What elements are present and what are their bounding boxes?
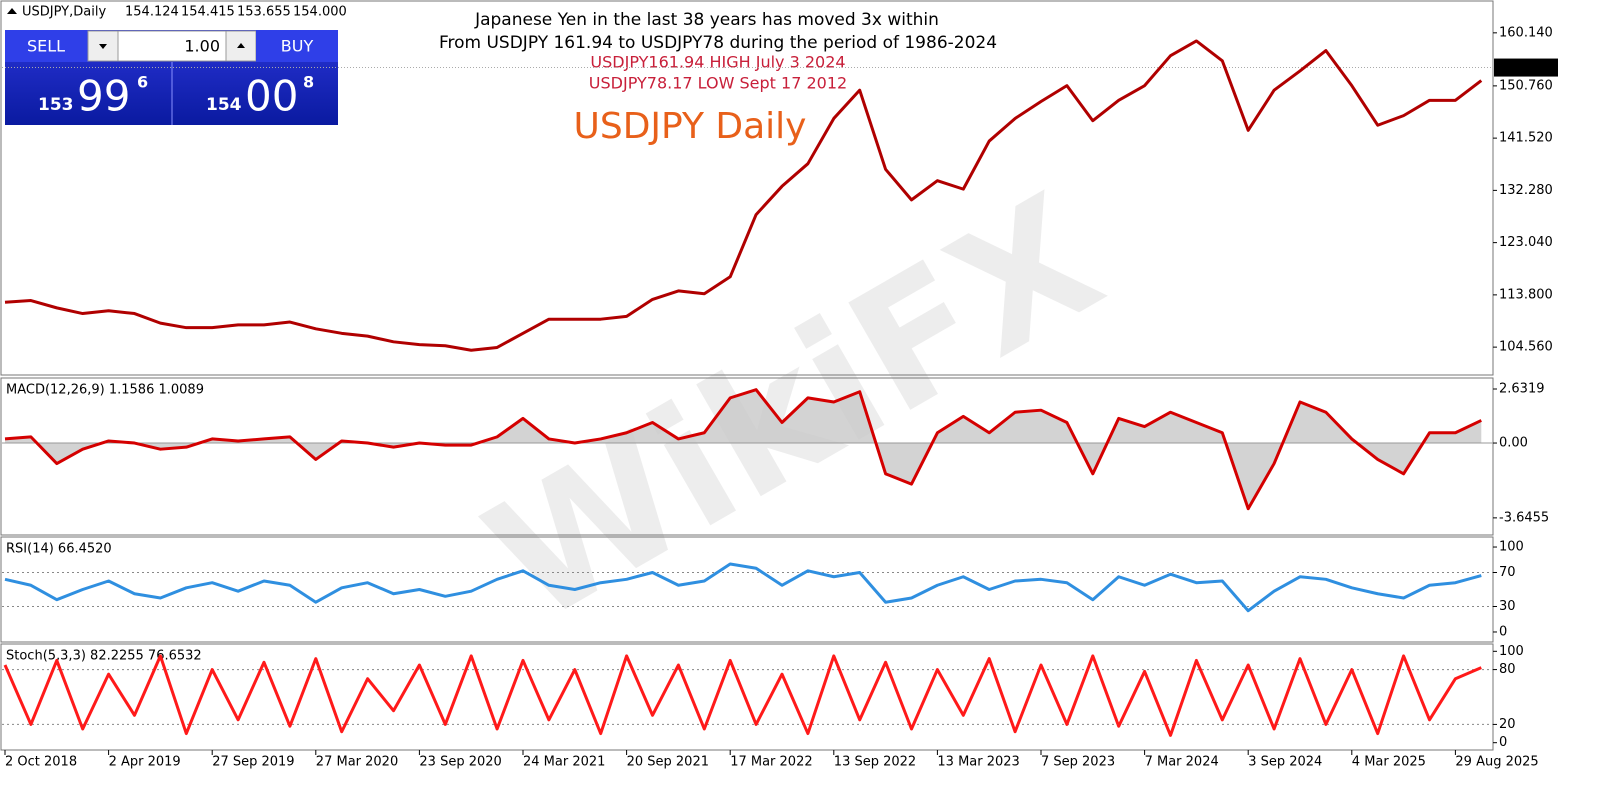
annotation-big: USDJPY Daily (574, 106, 807, 147)
y-tick-label: 0 (1499, 624, 1507, 639)
frame (0, 0, 1494, 376)
symbol: USDJPY,Daily (22, 5, 106, 20)
sell-label: SELL (27, 37, 65, 56)
x-tick-label: 29 Aug 2025 (1455, 755, 1538, 770)
frame (0, 643, 1494, 751)
y-tick-label: 80 (1499, 662, 1516, 677)
x-tick-label: 7 Sep 2023 (1041, 755, 1115, 770)
y-tick-label: 20 (1499, 717, 1516, 732)
y-tick-label: -3.6455 (1499, 510, 1549, 525)
bid-pips: 99 (77, 72, 130, 121)
ask-pips: 00 (245, 72, 298, 121)
x-tick-label: 17 Mar 2022 (730, 755, 812, 770)
sell-button[interactable] (5, 30, 88, 62)
bid-big: 153 (38, 95, 74, 115)
y-tick-label: 113.800 (1499, 287, 1553, 302)
high: 154.415 (181, 5, 235, 20)
y-tick-label: 141.520 (1499, 131, 1553, 146)
y-tick-label: 123.040 (1499, 235, 1553, 250)
annotation: USDJPY161.94 HIGH July 3 2024 (590, 53, 845, 72)
y-tick-label: 100 (1499, 540, 1524, 555)
low: 153.655 (237, 5, 291, 20)
y-tick-label: 0.00 (1499, 436, 1528, 451)
x-tick-label: 20 Sep 2021 (627, 755, 709, 770)
lot-input[interactable] (117, 30, 227, 62)
x-tick-label: 24 Mar 2021 (523, 755, 605, 770)
x-tick-label: 7 Mar 2024 (1145, 755, 1219, 770)
annotation: From USDJPY 161.94 to USDJPY78 during th… (439, 33, 997, 53)
bid-fraction: 6 (137, 73, 148, 92)
series-line (4, 562, 1482, 613)
annotations: Japanese Yen in the last 38 years has mo… (439, 10, 997, 147)
x-tick-label: 13 Mar 2023 (937, 755, 1019, 770)
frame (0, 536, 1494, 643)
x-tick-label: 3 Sep 2024 (1248, 755, 1322, 770)
series-line (4, 388, 1482, 511)
header: USDJPY,Daily 154.124 154.415 153.655 154… (22, 5, 347, 20)
y-tick-label: 104.560 (1499, 340, 1553, 355)
ask-fraction: 8 (303, 73, 314, 92)
buy-button[interactable] (256, 30, 338, 62)
x-tick-label: 27 Mar 2020 (316, 755, 398, 770)
lot-value: 1.00 (184, 37, 220, 56)
ask-big: 154 (206, 95, 242, 115)
annotation: USDJPY78.17 LOW Sept 17 2012 (589, 74, 847, 93)
last-price-label: 154.000 (1499, 60, 1553, 75)
buy-label: BUY (281, 37, 314, 56)
series-line (3, 654, 1482, 737)
indicator-label: MACD(12,26,9) 1.1586 1.0089 (6, 383, 204, 398)
y-tick-label: 160.140 (1499, 25, 1553, 40)
x-tick-label: 13 Sep 2022 (834, 755, 916, 770)
y-tick-label: 100 (1499, 644, 1524, 659)
annotation: Japanese Yen in the last 38 years has mo… (474, 10, 939, 30)
y-tick-label: 150.760 (1499, 78, 1553, 93)
open: 154.124 (125, 5, 179, 20)
histogram-area (5, 389, 1482, 509)
collapse-icon[interactable] (7, 8, 17, 14)
x-tick-label: 2 Oct 2018 (5, 755, 77, 770)
arrow (99, 44, 107, 49)
series-line (4, 39, 1483, 352)
y-tick-label: 0 (1499, 735, 1507, 750)
arrow (237, 43, 245, 48)
panel-frames (0, 0, 1494, 751)
close: 154.000 (293, 5, 347, 20)
y-tick-label: 30 (1499, 599, 1516, 614)
indicator-label: Stoch(5,3,3) 82.2255 76.6532 (6, 649, 202, 664)
trade-panel: SELL 1.00 BUY 153 99 6 154 00 8 (5, 30, 338, 125)
x-tick-label: 27 Sep 2019 (212, 755, 294, 770)
last-price-tag (1494, 58, 1558, 77)
indicator-label: RSI(14) 66.4520 (6, 542, 112, 557)
y-tick-label: 132.280 (1499, 183, 1553, 198)
x-tick-label: 23 Sep 2020 (419, 755, 501, 770)
x-tick-label: 2 Apr 2019 (109, 755, 181, 770)
y-tick-label: 2.6319 (1499, 382, 1545, 397)
y-tick-label: 70 (1499, 565, 1516, 580)
x-tick-label: 4 Mar 2025 (1352, 755, 1426, 770)
frame (0, 377, 1494, 536)
